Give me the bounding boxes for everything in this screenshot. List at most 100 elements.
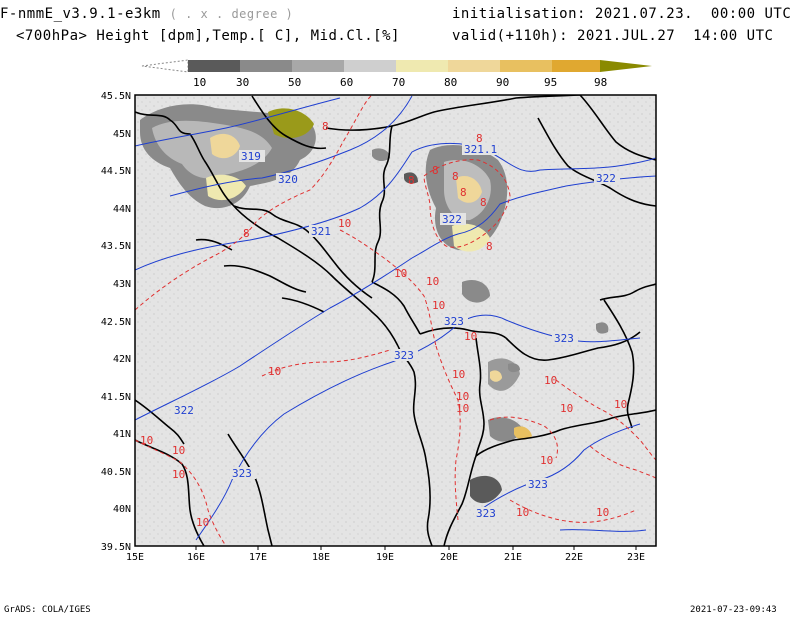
height-label: 321.1 — [464, 143, 497, 156]
border-slovenia-croatia — [251, 95, 327, 150]
border-bulgaria-serbia — [599, 283, 656, 301]
legend-tick-4: 70 — [392, 76, 405, 89]
coastlines-borders — [135, 95, 656, 546]
temp-label: 10 — [464, 330, 477, 343]
temp-contour-10-sw — [135, 439, 227, 546]
x-tick-label: 20E — [440, 552, 458, 563]
temp-label: 10 — [426, 275, 439, 288]
map-content: 319 320 321 321.1 322 322 322 323 323 32… — [135, 95, 656, 546]
temp-label: 8 — [452, 170, 459, 183]
height-label: 322 — [174, 404, 194, 417]
legend-swatch-1 — [240, 60, 292, 72]
coastline-italy-heel — [135, 439, 205, 546]
y-axis: 45.5N 45N 44.5N 44N 43.5N 43N 42.5N 42N … — [101, 91, 131, 553]
x-tick-label: 22E — [565, 552, 583, 563]
cloud-dot-1 — [372, 148, 390, 162]
legend-tick-3: 60 — [340, 76, 353, 89]
height-contour-322 — [135, 175, 656, 421]
height-label: 322 — [596, 172, 616, 185]
temp-contour-10-east — [555, 379, 656, 461]
y-tick-label: 45.5N — [101, 91, 131, 102]
temp-label: 10 — [394, 267, 407, 280]
temp-contour-10-se — [589, 445, 656, 479]
x-tick-label: 21E — [504, 552, 522, 563]
temp-contour-10-albania — [435, 345, 461, 521]
model-name: F-nmmE_v3.9.1-e3km — [0, 6, 161, 22]
map-frame — [134, 94, 657, 547]
temp-contour-10-lake — [489, 416, 558, 459]
coastline-salento — [227, 433, 273, 546]
y-tick-label: 40N — [113, 504, 131, 515]
temp-label: 8 — [480, 196, 487, 209]
temp-label: 10 — [540, 454, 553, 467]
x-tick-label: 18E — [312, 552, 330, 563]
temp-contour-10-south — [509, 499, 637, 523]
legend-swatch-7 — [552, 60, 600, 72]
cloud-patch-south — [470, 475, 502, 504]
height-label: 319 — [241, 150, 261, 163]
coastline-adriatic-east — [203, 159, 399, 347]
y-tick-label: 43.5N — [101, 241, 131, 252]
temp-label: 8 — [432, 164, 439, 177]
height-contour-321 — [135, 142, 656, 271]
temp-label: 10 — [560, 402, 573, 415]
border-albania-greece — [443, 455, 477, 546]
height-label: 321 — [311, 225, 331, 238]
cloud-patch-small2-yellow — [490, 370, 502, 382]
height-label: 323 — [394, 349, 414, 362]
units-note: ( . x . degree ) — [169, 7, 294, 21]
legend-swatch-3 — [344, 60, 396, 72]
cloud-patch-nw-yellow — [210, 133, 240, 159]
legend-swatch-2 — [292, 60, 344, 72]
x-tick-label: 17E — [249, 552, 267, 563]
x-tick-label: 23E — [627, 552, 645, 563]
temp-contour-8-west — [135, 95, 373, 311]
y-tick-label: 40.5N — [101, 467, 131, 478]
temp-label: 10 — [172, 468, 185, 481]
footer-credit: GrADS: COLA/IGES — [4, 605, 91, 615]
border-albania-macedonia — [475, 337, 485, 457]
legend-swatch-5 — [448, 60, 500, 72]
x-tick-label: 15E — [126, 552, 144, 563]
y-tick-label: 39.5N — [101, 542, 131, 553]
legend-tick-6: 90 — [496, 76, 509, 89]
height-labels: 319 320 321 321.1 322 322 322 323 323 32… — [172, 143, 620, 520]
temp-label: 8 — [243, 227, 250, 240]
temp-label: 10 — [268, 365, 281, 378]
temp-label: 10 — [196, 516, 209, 529]
border-bulgaria-macedonia — [603, 299, 635, 429]
legend-tick-5: 80 — [444, 76, 457, 89]
temperature-contours — [135, 95, 656, 546]
x-axis: 15E 16E 17E 18E 19E 20E 21E 22E 23E — [126, 552, 645, 563]
legend-high-arrow — [600, 60, 652, 72]
temp-label: 10 — [456, 390, 469, 403]
island-korcula — [281, 297, 325, 313]
footer-timestamp: 2021-07-23-09:43 — [690, 605, 777, 615]
temp-label: 10 — [432, 299, 445, 312]
temp-contour-10-coast — [339, 229, 437, 347]
coastline-italy-gargano — [135, 399, 185, 445]
legend-bar: 10 30 50 60 70 80 90 95 98 — [141, 59, 652, 89]
y-tick-label: 41N — [113, 429, 131, 440]
temp-label: 10 — [172, 444, 185, 457]
legend-tick-7: 95 — [544, 76, 557, 89]
temp-contour-10-mid — [261, 349, 391, 377]
y-tick-label: 44.5N — [101, 166, 131, 177]
temp-label: 10 — [544, 374, 557, 387]
height-label: 323 — [444, 315, 464, 328]
initialisation-time: initialisation: 2021.07.23. 00:00 UTC — [452, 6, 792, 22]
height-label: 323 — [528, 478, 548, 491]
border-bih-serbia — [371, 125, 393, 283]
legend-tick-2: 50 — [288, 76, 301, 89]
coastline-nw — [135, 111, 205, 161]
y-tick-label: 42N — [113, 354, 131, 365]
cloud-patch-small1 — [462, 279, 490, 303]
temp-label: 10 — [614, 398, 627, 411]
legend-swatch-4 — [396, 60, 448, 72]
height-contour-320 — [169, 95, 413, 197]
temp-label: 10 — [456, 402, 469, 415]
temp-label: 8 — [460, 186, 467, 199]
cloud-dot-2 — [180, 174, 195, 186]
coastline-albania — [397, 345, 433, 546]
temp-label: 8 — [408, 174, 415, 187]
